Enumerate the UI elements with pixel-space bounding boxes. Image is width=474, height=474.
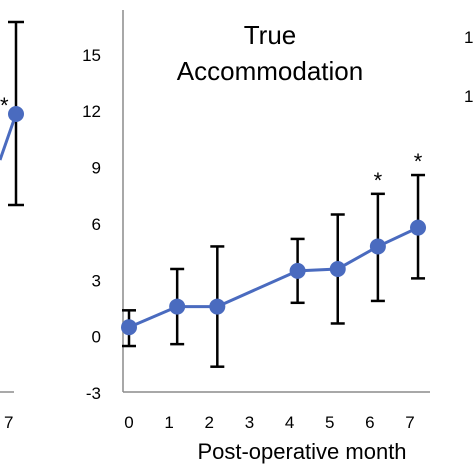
data-point [169,298,186,315]
x-tick-label: 1 [164,413,173,432]
chart-title-line-1: True [244,20,297,50]
data-point [369,238,386,255]
right-tick-label: 1 [464,87,473,106]
left-data-point [8,106,24,122]
y-tick-label: 6 [92,215,101,234]
y-tick-label: 9 [92,159,101,178]
x-tick-label: 2 [205,413,214,432]
error-bars [122,173,426,368]
data-point [410,219,427,236]
right-tick-label: 1 [464,28,473,47]
data-points [121,219,427,336]
data-point [209,298,226,315]
y-tick-label: -3 [86,384,101,403]
x-tick-label: 5 [325,413,334,432]
y-tick-label: 0 [92,328,101,347]
significance-marker: * [414,149,423,174]
left-significance-marker: * [0,93,9,118]
significance-markers: ** [374,149,423,193]
x-tick-label: 3 [245,413,254,432]
y-tick-label: 3 [92,271,101,290]
x-tick-label: 7 [405,413,414,432]
left-x-tick-label: 7 [4,413,13,432]
data-point [329,260,346,277]
left-panel-fragment: * 7 [0,20,24,432]
x-tick-label: 6 [365,413,374,432]
data-point [121,319,137,336]
data-point [289,262,306,279]
x-tick-label: 4 [285,413,294,432]
significance-marker: * [374,168,383,193]
x-axis-label: Post-operative month [197,439,406,464]
x-tick-labels: 0 1 2 3 4 5 6 7 [124,413,414,432]
x-tick-label: 0 [124,413,133,432]
y-tick-label: 15 [82,46,101,65]
right-panel-fragment: 1 1 [464,28,473,106]
left-series-line [0,113,18,161]
chart-title-line-2: Accommodation [177,56,363,86]
y-tick-labels: -3 0 3 6 9 12 15 [82,46,101,403]
y-tick-label: 12 [82,102,101,121]
